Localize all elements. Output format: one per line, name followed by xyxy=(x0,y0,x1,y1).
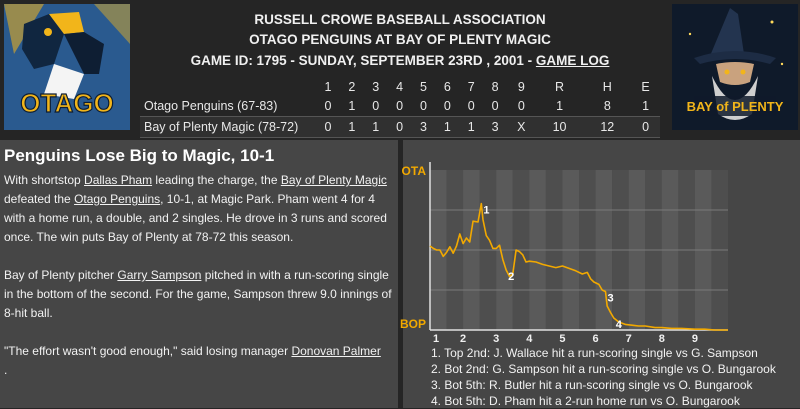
team-link-bay-of-plenty-magic[interactable]: Bay of Plenty Magic xyxy=(280,173,387,187)
score-cell: 0 xyxy=(387,116,412,138)
chart-note: 3. Bot 5th: R. Butler hit a run-scoring … xyxy=(431,378,753,392)
score-cell: 12 xyxy=(583,116,632,138)
event-marker-label: 1 xyxy=(483,205,489,217)
score-cell: 1 xyxy=(459,116,484,138)
score-cell: 0 xyxy=(435,96,460,117)
score-cell: 3 xyxy=(411,116,436,138)
story-text: "The effort wasn't good enough," said lo… xyxy=(4,344,292,358)
win-probability-line xyxy=(429,202,728,331)
col-header: 8 xyxy=(491,80,499,94)
game-info: GAME ID: 1795 - SUNDAY, SEPTEMBER 23RD ,… xyxy=(140,53,660,68)
otago-logo-text: OTAGO xyxy=(20,88,113,118)
team-name-home[interactable]: Bay of Plenty Magic (78-72) xyxy=(140,116,316,138)
score-cell: 1 xyxy=(435,116,460,138)
story-text: . xyxy=(4,363,8,377)
association-title: RUSSELL CROWE BASEBALL ASSOCIATION xyxy=(254,12,546,27)
score-cell: 0 xyxy=(411,96,436,117)
x-tick-label: 4 xyxy=(526,333,533,345)
x-tick-label: 7 xyxy=(626,333,632,345)
score-cell: 0 xyxy=(387,96,412,117)
col-header: 6 xyxy=(443,80,451,94)
story-text: leading the charge, the xyxy=(152,173,281,187)
score-cell: 8 xyxy=(583,96,632,117)
chart-note: 1. Top 2nd: J. Wallace hit a run-scoring… xyxy=(431,346,758,360)
score-cell: 1 xyxy=(339,96,364,117)
y-bottom-label: BOP xyxy=(400,317,426,331)
linescore-header-row: 1 2 3 4 5 6 7 8 9 R H E xyxy=(140,78,660,96)
score-cell: 1 xyxy=(535,96,584,117)
table-row: Bay of Plenty Magic (78-72) 0 1 1 0 3 1 … xyxy=(140,116,660,138)
x-tick-label: 8 xyxy=(659,333,665,345)
score-cell: 10 xyxy=(535,116,584,138)
score-cell: 1 xyxy=(363,116,388,138)
score-cell: X xyxy=(507,116,536,138)
event-marker-label: 3 xyxy=(607,293,613,305)
manager-link-donovan-palmer[interactable]: Donovan Palmer xyxy=(291,344,381,358)
team-name-away[interactable]: Otago Penguins (67-83) xyxy=(140,96,316,117)
story-text: Bay of Plenty pitcher xyxy=(4,268,118,282)
y-top-label: OTA xyxy=(402,164,427,178)
x-tick-label: 2 xyxy=(460,333,466,345)
chart-note: 4. Bot 5th: D. Pham hit a 2-run home run… xyxy=(431,394,740,408)
col-header: 4 xyxy=(396,80,404,94)
chart-notes: 1. Top 2nd: J. Wallace hit a run-scoring… xyxy=(431,345,776,409)
col-header: 5 xyxy=(419,80,427,94)
score-cell: 0 xyxy=(631,116,660,138)
story-headline: Penguins Lose Big to Magic, 10-1 xyxy=(4,146,275,165)
col-header: R xyxy=(555,80,565,94)
col-header: 9 xyxy=(517,80,525,94)
story-text: , 10-1, at Magic Park. Pham went 4 for 4… xyxy=(4,192,387,244)
event-marker-label: 2 xyxy=(508,271,514,283)
score-cell: 1 xyxy=(339,116,364,138)
story-paragraph: "The effort wasn't good enough," said lo… xyxy=(4,342,392,380)
story-body: With shortstop Dallas Pham leading the c… xyxy=(4,171,392,399)
score-cell: 3 xyxy=(483,116,507,138)
story-text: defeated the xyxy=(4,192,75,206)
bay-of-plenty-logo: BAY of PLENTY xyxy=(672,4,798,130)
score-cell: 1 xyxy=(631,96,660,117)
table-row: Otago Penguins (67-83) 0 1 0 0 0 0 0 0 0… xyxy=(140,96,660,117)
game-header: OTAGO BAY of PLENTY RUSSELL CROWE BASEBA… xyxy=(0,0,800,138)
col-header: 3 xyxy=(372,80,380,94)
story-paragraph: With shortstop Dallas Pham leading the c… xyxy=(4,171,392,247)
game-story-panel: Penguins Lose Big to Magic, 10-1 With sh… xyxy=(0,140,398,408)
col-header: 2 xyxy=(348,80,356,94)
game-log-link[interactable]: GAME LOG xyxy=(535,53,610,68)
player-link-dallas-pham[interactable]: Dallas Pham xyxy=(84,173,153,187)
story-text: pitched in with a run-scoring single in … xyxy=(4,268,392,320)
otago-logo: OTAGO xyxy=(4,4,130,130)
player-link-garry-sampson[interactable]: Garry Sampson xyxy=(117,268,202,282)
x-tick-label: 3 xyxy=(493,333,499,345)
event-marker-label: 4 xyxy=(616,319,623,331)
score-cell: 0 xyxy=(507,96,536,117)
bay-of-plenty-logo-text: BAY of PLENTY xyxy=(687,99,784,114)
story-paragraph: Bay of Plenty pitcher Garry Sampson pitc… xyxy=(4,266,392,323)
col-header: E xyxy=(641,80,650,94)
col-header: H xyxy=(602,80,612,94)
x-tick-label: 9 xyxy=(692,333,698,345)
col-header: 7 xyxy=(467,80,475,94)
chart-note: 2. Bot 2nd: G. Sampson hit a run-scoring… xyxy=(431,362,776,376)
x-tick-label: 5 xyxy=(559,333,565,345)
score-cell: 0 xyxy=(363,96,388,117)
game-info-text: GAME ID: 1795 - SUNDAY, SEPTEMBER 23RD ,… xyxy=(190,53,536,68)
col-header: 1 xyxy=(324,80,332,94)
x-tick-label: 1 xyxy=(433,333,439,345)
team-link-otago-penguins[interactable]: Otago Penguins xyxy=(74,192,161,206)
linescore-table: 1 2 3 4 5 6 7 8 9 R H E Otago Penguins (… xyxy=(140,78,660,138)
score-cell: 0 xyxy=(316,96,340,117)
matchup-title: OTAGO PENGUINS AT BAY OF PLENTY MAGIC xyxy=(249,32,551,47)
score-cell: 0 xyxy=(316,116,340,138)
x-tick-label: 6 xyxy=(592,333,598,345)
score-cell: 0 xyxy=(459,96,484,117)
score-cell: 0 xyxy=(483,96,507,117)
story-text: With shortstop xyxy=(4,173,85,187)
